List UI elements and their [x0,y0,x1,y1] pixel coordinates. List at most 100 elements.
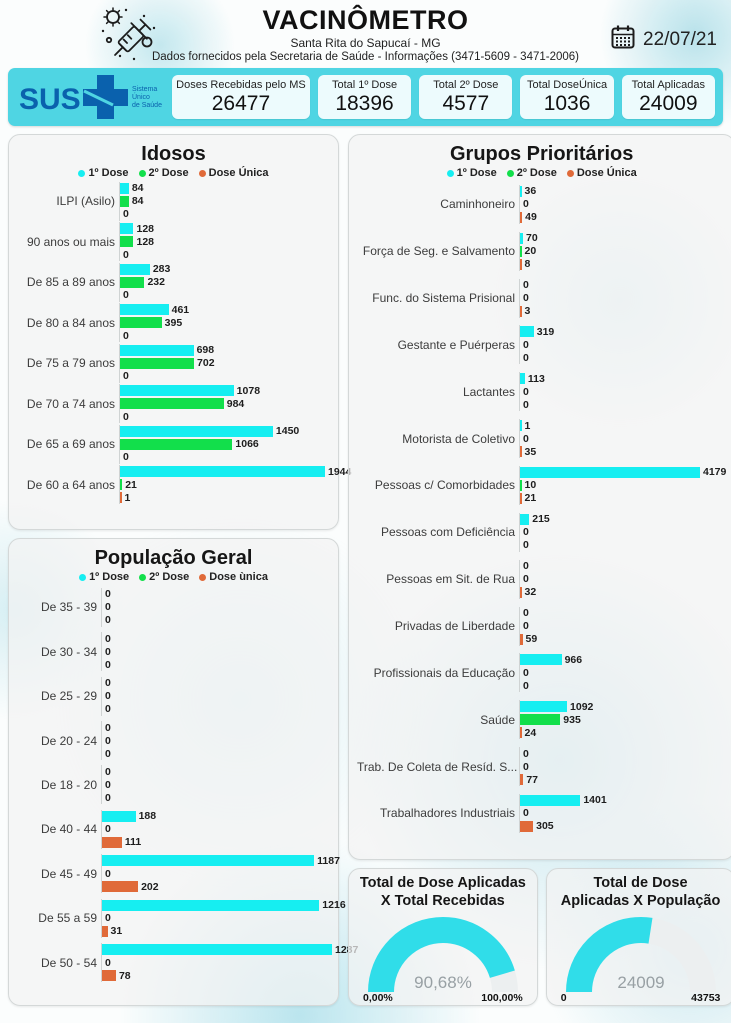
bar[interactable] [120,317,162,329]
bar-line: 0 [520,573,726,586]
bar[interactable] [520,794,581,806]
legend-label: Dose Única [576,167,637,179]
legend-item: Dose Única [198,167,269,179]
bar[interactable] [520,714,561,726]
bar-line: 36 [520,185,726,198]
bar[interactable] [520,446,522,458]
bar-line: 0 [520,385,726,398]
bar[interactable] [520,633,523,645]
bar[interactable] [120,304,169,316]
bar-value: 698 [196,344,215,357]
bar[interactable] [520,185,522,197]
bar-line: 0 [102,867,340,880]
bar[interactable] [520,513,530,525]
bar[interactable] [120,344,194,356]
bar[interactable] [120,236,134,248]
bar[interactable] [120,492,122,504]
bar[interactable] [520,820,534,832]
chart-row: De 50 - 54 1287 0 78 [17,943,358,983]
bar-group: 1450 1066 0 [119,424,330,464]
bar-value: 395 [164,316,183,329]
bar[interactable] [120,182,129,194]
bar-line: 461 [120,303,330,316]
bar[interactable] [102,970,116,982]
bar-line: 0 [520,526,726,539]
bar[interactable] [520,305,522,317]
bar[interactable] [120,398,224,410]
dashboard-body: Idosos 1º Dose 2º Dose Dose Única ILPI (As… [8,134,731,1006]
chart-row: De 40 - 44 188 0 111 [17,809,330,849]
bar[interactable] [120,276,145,288]
bar[interactable] [120,223,134,235]
category-label: De 80 a 84 anos [26,315,115,330]
bar[interactable] [520,701,568,713]
bar[interactable] [102,855,315,867]
chart-rows: ILPI (Asilo) 84 84 0 90 anos ou mais 128 128 0 D… [17,181,351,505]
bar-value: 1066 [235,438,259,451]
bar[interactable] [520,373,525,385]
legend-label: 2º Dose [149,571,190,583]
bar[interactable] [520,466,700,478]
bar-value: 0 [523,351,529,364]
bar[interactable] [120,479,123,491]
chart-title: População Geral [94,547,253,569]
category-label: De 30 - 34 [40,644,97,659]
chart-legend: 1º Dose 2º Dose Dose Única [17,167,330,179]
chart-row: Saúde 1092 935 24 [357,700,726,740]
bar-value: 0 [523,607,529,620]
bar-value: 0 [105,690,111,703]
bar[interactable] [520,492,522,504]
category-label: Gestante e Puérperas [397,337,515,352]
bar[interactable] [102,899,320,911]
bar[interactable] [520,258,522,270]
bar[interactable] [520,479,522,491]
bar[interactable] [102,925,108,937]
bar[interactable] [120,263,150,275]
bar[interactable] [520,774,524,786]
bar[interactable] [120,195,129,207]
bar[interactable] [520,232,523,244]
bar[interactable] [120,357,195,369]
bar-value: 1 [524,419,531,432]
bar[interactable] [120,425,273,437]
bar[interactable] [102,881,139,893]
gauge-aplicadas-x-recebidas: Total de Dose Aplicadas X Total Recebida… [348,868,538,1006]
bar[interactable] [520,420,522,432]
bar-line: 32 [520,586,726,599]
bar[interactable] [520,211,523,223]
bar[interactable] [102,836,122,848]
category-label: Trab. De Coleta de Resíd. S... [357,759,518,774]
bar-value: 984 [226,397,245,410]
header: VACINÔMETRO Santa Rita do Sapucaí - MG D… [0,0,731,66]
chart-panel-grupos-prioritarios: Grupos Prioritários 1º Dose 2º Dose Dose Ú… [348,134,731,860]
chart-row: Pessoas c/ Comorbidades 4179 10 21 [357,465,726,505]
bar[interactable] [102,944,332,956]
bar[interactable] [520,727,522,739]
chart-legend: 1º Dose 2º Dose Dose Única [357,167,726,179]
bar-line: 4179 [520,466,726,479]
bar-line: 0 [102,747,330,760]
bar[interactable] [120,385,234,397]
bar[interactable] [520,586,522,598]
category-label: Profissionais da Educação [373,665,515,680]
bar[interactable] [520,654,562,666]
bar-value: 32 [524,586,537,599]
chart-row: De 80 a 84 anos 461 395 0 [17,303,330,343]
bar-value: 128 [136,222,155,235]
bar-value: 21 [125,478,137,491]
bar-line: 1092 [520,700,726,713]
chart-row: De 20 - 24 0 0 0 [17,721,330,761]
bar-value: 3 [524,305,531,318]
bar[interactable] [102,810,136,822]
bar[interactable] [120,466,325,478]
bar[interactable] [520,326,534,338]
bar[interactable] [120,438,233,450]
bar-line: 84 [120,195,330,208]
bar[interactable] [520,245,522,257]
category-label: De 18 - 20 [40,777,97,792]
bar-value: 0 [123,248,129,261]
stat-card-total-aplicadas: Total Aplicadas 24009 [621,75,715,119]
